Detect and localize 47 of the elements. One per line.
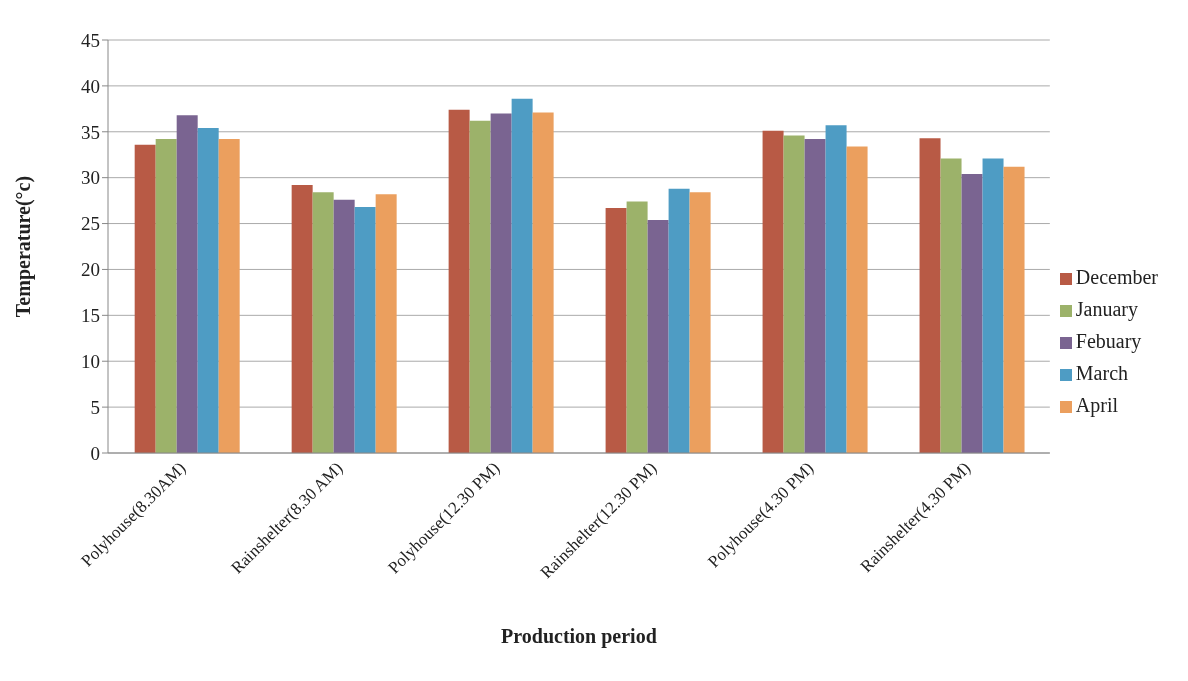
y-tick-label: 35	[81, 121, 100, 143]
x-axis-title: Production period	[501, 625, 657, 648]
bar	[626, 201, 648, 453]
bar	[448, 109, 470, 453]
y-tick-label: 20	[81, 259, 100, 281]
bar	[982, 158, 1004, 453]
bar	[511, 98, 533, 453]
y-axis-title: Temperature(°c)	[12, 175, 36, 318]
bar	[155, 139, 177, 453]
y-tick-label: 0	[90, 442, 100, 464]
bar	[312, 192, 334, 453]
bar	[354, 207, 376, 453]
bar	[375, 194, 397, 453]
bar	[532, 112, 554, 453]
bar	[469, 120, 491, 453]
bar	[218, 139, 240, 453]
bar	[919, 138, 941, 453]
bar	[134, 144, 156, 453]
y-tick-label: 10	[81, 350, 100, 372]
bar	[783, 135, 805, 453]
y-tick-label: 5	[90, 396, 100, 418]
legend-label: Febuary	[1075, 329, 1142, 352]
bar	[333, 199, 355, 453]
y-tick-label: 30	[81, 167, 100, 189]
bar	[1003, 166, 1025, 453]
y-tick-label: 25	[81, 213, 100, 235]
bar	[961, 174, 983, 453]
bar	[647, 219, 669, 453]
y-tick-label: 40	[81, 75, 100, 97]
bar	[668, 188, 690, 453]
bar	[762, 130, 784, 453]
legend-label: January	[1075, 297, 1139, 320]
legend-label: April	[1075, 393, 1119, 416]
bar	[291, 185, 313, 453]
bar	[176, 115, 198, 453]
bar	[689, 192, 711, 453]
bar	[605, 207, 627, 453]
bar	[825, 125, 847, 453]
bar	[846, 146, 868, 453]
bar	[197, 128, 219, 453]
legend-label: December	[1075, 265, 1158, 288]
y-tick-label: 15	[81, 305, 100, 327]
bar	[940, 158, 962, 453]
bar	[490, 113, 512, 453]
bar	[804, 139, 826, 453]
y-tick-label: 45	[81, 29, 100, 51]
legend-label: March	[1075, 361, 1129, 384]
